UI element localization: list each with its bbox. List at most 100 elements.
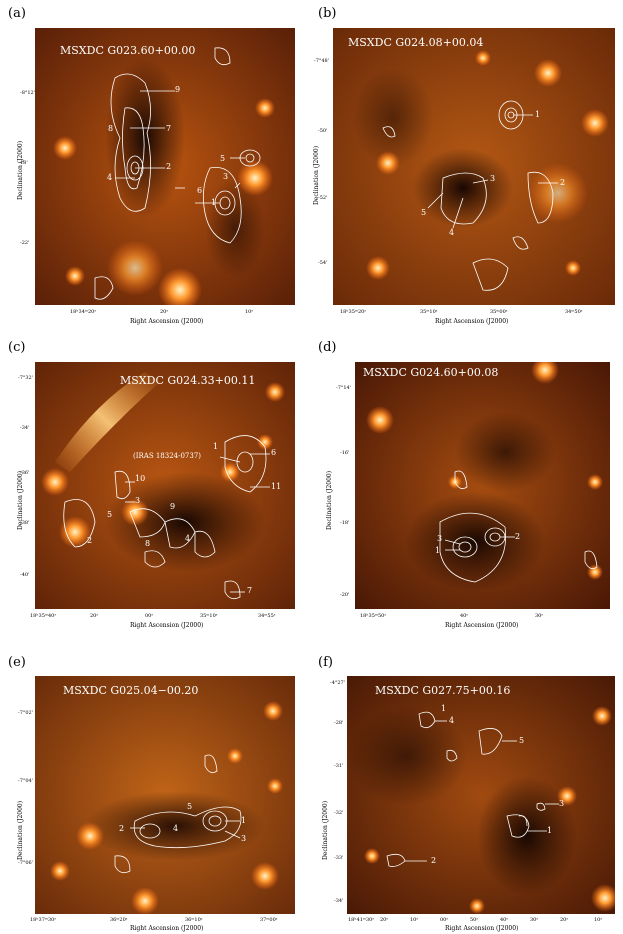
core-label: 2 [431, 856, 437, 865]
core-label: 5 [220, 154, 226, 163]
x-tick: 20ˢ [90, 613, 99, 619]
x-axis-label-b: Right Ascension (J2000) [435, 318, 509, 325]
y-tick: -34' [334, 898, 344, 904]
x-tick: 35ᵐ10ˢ [420, 309, 438, 315]
y-axis-label-d: Declination (J2000) [326, 470, 333, 530]
core-label: 9 [170, 502, 176, 511]
y-tick: -16' [340, 450, 350, 456]
x-tick: 00ˢ [145, 613, 154, 619]
core-label: 2 [119, 824, 125, 833]
core-label: 5 [107, 510, 113, 519]
core-label: 2 [166, 162, 172, 171]
core-label: 2 [515, 532, 521, 541]
x-tick: 18ʰ35ᵐ20ˢ [340, 309, 367, 315]
x-tick: 36ᵐ10ˢ [185, 917, 203, 923]
infrared-image-a: MSXDC G023.60+00.00 9 8 7 2 4 5 3 6 1 [35, 28, 295, 305]
infrared-image-c: MSXDC G024.33+00.11 (IRAS 18324-0737) 1 … [35, 362, 295, 609]
panel-title-c: MSXDC G024.33+00.11 [120, 374, 256, 387]
panel-title-e: MSXDC G025.04−00.20 [63, 684, 199, 697]
panel-label-f: (f) [318, 655, 333, 670]
core-label: 2 [560, 178, 566, 187]
y-tick: -33' [334, 855, 344, 861]
y-tick: -7°04' [18, 778, 34, 784]
core-label: 5 [421, 208, 427, 217]
core-label: 5 [187, 802, 193, 811]
core-label: 4 [185, 534, 191, 543]
x-tick: 18ʰ37ᵐ30ˢ [30, 917, 57, 923]
infrared-image-d: MSXDC G024.60+00.08 1 2 3 [355, 362, 610, 609]
core-label: 7 [247, 586, 253, 595]
core-label: 4 [173, 824, 179, 833]
x-tick: 18ʰ35ᵐ40ˢ [30, 613, 57, 619]
core-label: 3 [135, 496, 141, 505]
core-label: 11 [271, 482, 282, 491]
core-label: 6 [197, 186, 203, 195]
core-label: 10 [135, 474, 146, 483]
infrared-image-b: MSXDC G024.08+00.04 1 2 3 4 5 [333, 28, 615, 305]
x-axis-label-e: Right Ascension (J2000) [130, 925, 204, 932]
core-label: 1 [535, 110, 541, 119]
y-tick: -38' [20, 520, 30, 526]
x-tick: 10ˢ [410, 917, 419, 923]
panel-title-a: MSXDC G023.60+00.00 [60, 44, 196, 57]
panel-title-d: MSXDC G024.60+00.08 [363, 366, 499, 379]
core-label: 8 [145, 539, 151, 548]
y-tick: -54' [318, 260, 328, 266]
y-tick: -34' [20, 425, 30, 431]
panel-label-a: (a) [8, 6, 26, 21]
core-label: 1 [435, 546, 441, 555]
core-label: 3 [241, 834, 247, 843]
core-label: 3 [223, 172, 229, 181]
x-tick: 36ᵐ20ˢ [110, 917, 128, 923]
y-tick: -28' [334, 720, 344, 726]
x-tick: 18ʰ34ᵐ20ˢ [70, 309, 97, 315]
panel-title-f: MSXDC G027.75+00.16 [375, 684, 511, 697]
core-label: 1 [211, 198, 217, 207]
y-tick: -7°14' [336, 385, 352, 391]
y-tick: -8°12' [20, 90, 36, 96]
core-label: 3 [559, 799, 565, 808]
y-axis-label-f: Declination (J2000) [322, 800, 329, 860]
x-tick: 30ˢ [530, 917, 539, 923]
y-tick: -7°02' [18, 710, 34, 716]
iras-source-note: (IRAS 18324-0737) [133, 452, 202, 460]
x-tick: 10ˢ [245, 309, 254, 315]
y-tick: -7°48' [314, 58, 330, 64]
x-tick: 18ʰ35ᵐ50ˢ [360, 613, 387, 619]
y-axis-label-e: Declination (J2000) [17, 800, 24, 860]
core-label: 9 [175, 85, 181, 94]
x-tick: 10ˢ [594, 917, 603, 923]
infrared-image-f: MSXDC G027.75+00.16 1 1 2 3 4 5 [347, 676, 615, 914]
y-tick: -7°32' [18, 375, 34, 381]
y-tick: -52' [318, 195, 328, 201]
x-tick: 34ᵐ55ˢ [258, 613, 276, 619]
x-tick: 40ˢ [500, 917, 509, 923]
core-label: 4 [449, 716, 455, 725]
y-tick: -4°27' [330, 680, 346, 686]
core-label: 3 [490, 174, 496, 183]
core-label: 3 [437, 534, 443, 543]
panel-label-d: (d) [318, 340, 337, 355]
x-axis-label-d: Right Ascension (J2000) [445, 622, 519, 629]
y-tick: -40' [20, 572, 30, 578]
x-axis-label-a: Right Ascension (J2000) [130, 318, 204, 325]
core-label: 2 [87, 536, 93, 545]
y-tick: -50' [318, 128, 328, 134]
core-label: 1 [213, 442, 219, 451]
y-tick: -32' [334, 810, 344, 816]
y-tick: 18' [20, 160, 28, 166]
y-tick: -31' [334, 763, 344, 769]
y-tick: -20' [340, 592, 350, 598]
panel-title-b: MSXDC G024.08+00.04 [348, 36, 484, 49]
core-label: 6 [271, 448, 277, 457]
y-axis-label-a: Declination (J2000) [17, 140, 24, 200]
core-label: 1 [241, 816, 247, 825]
x-axis-label-f: Right Ascension (J2000) [445, 925, 519, 932]
core-label: 4 [449, 228, 455, 237]
x-tick: 35ᵐ00ˢ [490, 309, 508, 315]
core-label: 1 [441, 704, 447, 713]
panel-label-c: (c) [8, 340, 26, 355]
core-label: 7 [166, 124, 172, 133]
core-label: 8 [108, 124, 114, 133]
core-label: 4 [107, 173, 113, 182]
